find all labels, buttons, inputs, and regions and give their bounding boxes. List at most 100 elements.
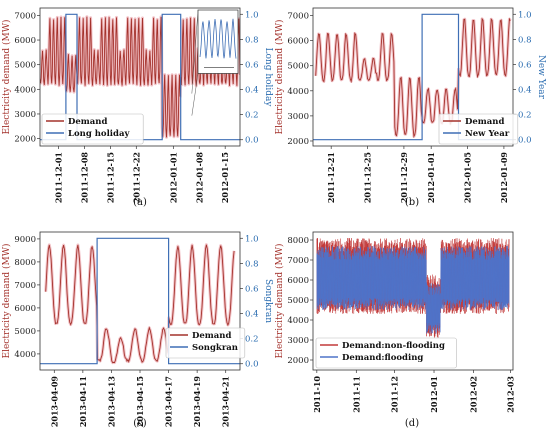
x-tick-label: 2013-04-13 xyxy=(106,376,116,428)
legend-box xyxy=(315,337,457,369)
y-right-tick-label: 0.2 xyxy=(518,111,532,121)
x-tick-label: 2013-04-19 xyxy=(192,376,202,428)
y-axis-right: 0.0 0.2 0.4 0.6 0.8 1.0 Long holiday xyxy=(240,10,273,146)
y-tick-label: 5000 xyxy=(287,296,309,306)
legend: Demand Songkran xyxy=(165,327,246,359)
panel-label: (a) xyxy=(133,197,147,208)
x-tick-label: 2011-12-15 xyxy=(105,152,115,203)
y-right-tick-label: 0.6 xyxy=(518,60,532,70)
y-tick-label: 5000 xyxy=(287,62,309,72)
y-tick-label: 7000 xyxy=(14,281,36,291)
x-tick-label: 2011-10 xyxy=(312,376,322,413)
x-tick-label: 2012-01-08 xyxy=(194,152,204,204)
y-tick-label: 4000 xyxy=(14,85,36,95)
x-tick-label: 2012-01-05 xyxy=(463,152,473,203)
x-tick-label: 2013-04-17 xyxy=(164,376,174,427)
legend-label: Demand xyxy=(192,331,231,341)
x-tick-label: 2013-04-11 xyxy=(78,376,88,427)
y-tick-label: 5000 xyxy=(14,61,36,71)
y-right-tick-label: 0.0 xyxy=(245,360,259,370)
x-tick-label: 2011-12-01 xyxy=(54,152,64,203)
y-right-tick-label: 0.6 xyxy=(245,284,259,294)
y-right-axis-title: Long holiday xyxy=(263,48,273,108)
y-tick-label: 2000 xyxy=(14,135,36,145)
x-tick-label: 2011-12-21 xyxy=(326,152,336,203)
y-tick-label: 4000 xyxy=(287,87,309,97)
panel-label: (c) xyxy=(133,418,147,429)
x-axis: 2011-12-21 2011-12-25 2011-12-29 2012-01-01… xyxy=(326,146,509,203)
y-right-tick-label: 0.0 xyxy=(245,136,259,146)
y-right-tick-label: 0.4 xyxy=(518,86,532,96)
plot-frame xyxy=(312,7,514,147)
y-right-tick-label: 1.0 xyxy=(518,10,532,20)
inset-plot xyxy=(199,18,237,68)
x-tick-label: 2011-12-29 xyxy=(399,152,409,204)
legend: Demand Long holiday xyxy=(41,113,144,145)
y-right-axis-title: New Year xyxy=(536,55,546,100)
y-tick-label: 6000 xyxy=(287,276,309,286)
y-tick-label: 5000 xyxy=(14,327,36,337)
x-axis: 2011-12-01 2011-12-08 2011-12-15 2011-12-22… xyxy=(54,146,230,204)
y-tick-label: 9000 xyxy=(14,235,36,245)
x-tick-label: 2011-12-22 xyxy=(131,152,141,203)
x-axis: 2011-10 2011-11 2011-12 2012-01 2012-02 2012-… xyxy=(312,370,515,413)
x-tick-label: 2012-03 xyxy=(505,376,515,413)
y-tick-label: 8000 xyxy=(287,236,309,246)
y-right-tick-label: 0.8 xyxy=(518,35,532,45)
y-tick-label: 6000 xyxy=(14,304,36,314)
y-right-tick-label: 0.0 xyxy=(518,136,532,146)
y-tick-label: 4000 xyxy=(287,316,309,326)
y-tick-label: 4000 xyxy=(14,350,36,360)
legend: Demand:non-flooding Demand:flooding xyxy=(315,337,457,369)
legend-label: New Year xyxy=(465,129,510,139)
y-right-tick-label: 0.8 xyxy=(245,35,259,45)
y-tick-label: 6000 xyxy=(14,36,36,46)
x-tick-label: 2011-12-25 xyxy=(363,152,373,203)
legend-label: Demand:flooding xyxy=(342,353,423,363)
non-flooding-line xyxy=(316,237,510,338)
x-tick-label: 2012-01-15 xyxy=(220,152,230,203)
x-tick-label: 2012-01-01 xyxy=(426,152,436,203)
y-axis-title: Electricity demand (MW) xyxy=(1,244,12,359)
y-tick-label: 3000 xyxy=(287,112,309,122)
x-tick-label: 2012-01-09 xyxy=(499,152,509,204)
inset-connector xyxy=(191,73,199,116)
y-right-tick-label: 0.8 xyxy=(245,259,259,269)
legend-label: Demand:non-flooding xyxy=(342,341,445,351)
panel-d: 2000 3000 4000 5000 6000 7000 8000Electricity … xyxy=(274,231,515,429)
legend-label: Long holiday xyxy=(68,129,130,139)
y-tick-label: 7000 xyxy=(287,12,309,22)
y-tick-label: 7000 xyxy=(287,256,309,266)
songkran-line xyxy=(40,237,240,365)
inset-frame xyxy=(197,9,239,74)
y-right-tick-label: 0.4 xyxy=(245,86,259,96)
y-right-tick-label: 0.2 xyxy=(245,335,259,345)
y-right-axis-title: Songkran xyxy=(263,279,273,323)
demand-line xyxy=(40,16,240,138)
panel-label: (d) xyxy=(405,418,419,429)
demand-line xyxy=(315,17,511,139)
y-tick-label: 2000 xyxy=(287,137,309,147)
x-tick-label: 2012-02 xyxy=(469,376,479,413)
panel-label: (b) xyxy=(405,197,419,208)
y-axis-title: Electricity demand (MW) xyxy=(1,20,12,135)
y-tick-label: 7000 xyxy=(14,11,36,21)
y-right-tick-label: 0.2 xyxy=(245,111,259,121)
y-right-tick-label: 1.0 xyxy=(245,10,259,20)
inset-connector xyxy=(191,9,199,94)
x-tick-label: 2013-04-09 xyxy=(49,376,59,428)
inset-demand-line xyxy=(199,18,237,59)
y-right-tick-label: 0.6 xyxy=(245,60,259,70)
x-tick-label: 2013-04-21 xyxy=(221,376,231,427)
x-tick-label: 2011-12 xyxy=(390,376,400,413)
legend-label: Demand xyxy=(465,117,504,127)
y-axis-title: Electricity demand (MW) xyxy=(274,244,285,359)
y-tick-label: 6000 xyxy=(287,37,309,47)
x-tick-label: 2013-04-15 xyxy=(135,376,145,427)
